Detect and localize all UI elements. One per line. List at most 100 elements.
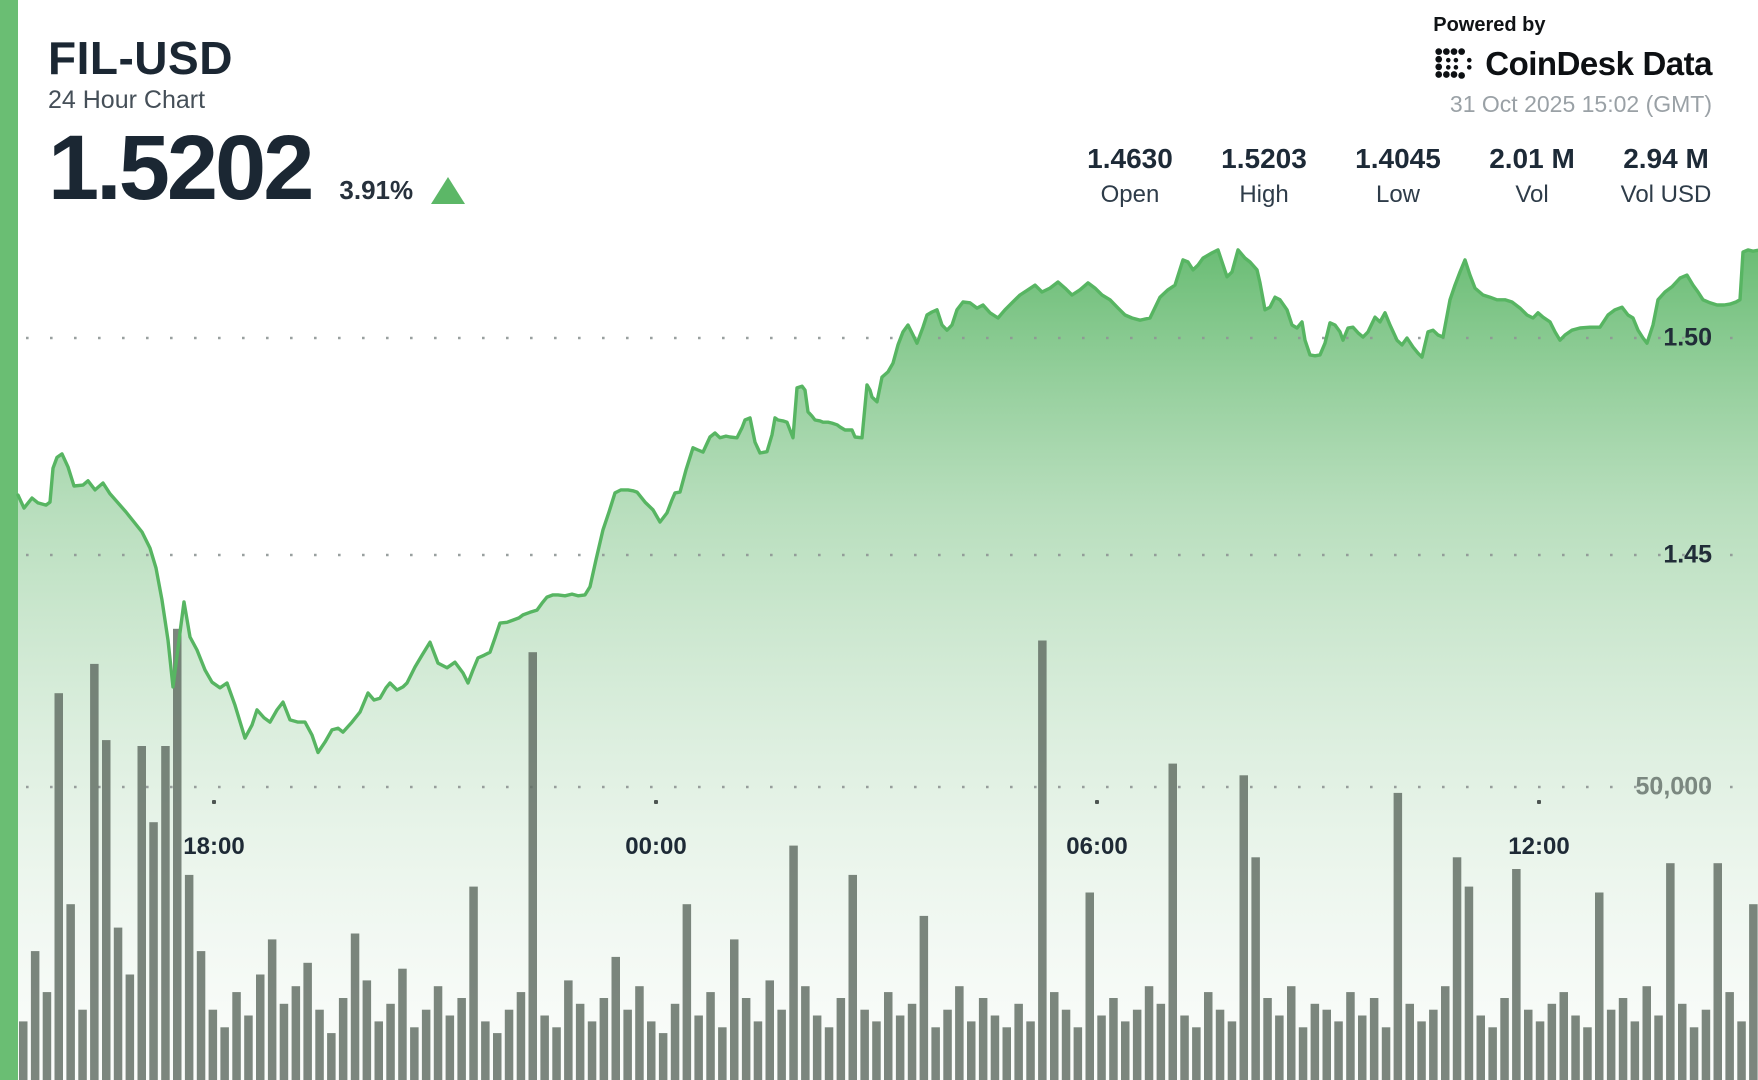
volume-bar <box>1606 1009 1616 1080</box>
volume-bar <box>1050 992 1059 1080</box>
volume-bar <box>196 951 206 1080</box>
volume-bar <box>1310 1003 1320 1080</box>
stat-low-value: 1.4045 <box>1355 143 1441 174</box>
volume-bar <box>718 1027 727 1080</box>
volume-bar <box>528 652 537 1080</box>
volume-bar <box>137 746 146 1080</box>
volume-bar <box>481 1021 490 1080</box>
volume-bar <box>410 1027 419 1080</box>
volume-bar <box>173 628 182 1080</box>
branding-block: Powered by CoinDesk Data 31 Oct 2025 15:0… <box>1433 14 1712 118</box>
volume-bar <box>457 998 466 1080</box>
volume-bar <box>1583 1027 1592 1080</box>
volume-bar <box>1263 998 1272 1080</box>
time-axis-label-18:00: 18:00 <box>183 833 245 860</box>
price-area-fill <box>18 249 1758 1080</box>
volume-bar <box>113 927 123 1080</box>
volume-bar <box>1417 1021 1426 1080</box>
volume-bar <box>350 933 360 1080</box>
stat-open-label: Open <box>1100 180 1160 208</box>
volume-bar <box>919 915 929 1080</box>
stat-vol-usd: 2.94 M Vol USD <box>1614 143 1718 209</box>
volume-bar <box>564 980 573 1080</box>
volume-bar <box>386 1003 395 1080</box>
volume-bar <box>777 1009 786 1080</box>
volume-bar <box>1405 1003 1414 1080</box>
volume-bar <box>1595 892 1604 1080</box>
volume-bar <box>895 1015 905 1080</box>
volume-bar <box>1156 1003 1166 1080</box>
volume-bars <box>19 628 1758 1080</box>
volume-bar <box>338 998 348 1080</box>
volume-bar <box>1535 1021 1545 1080</box>
volume-bar <box>611 956 620 1080</box>
volume-bar <box>362 980 372 1080</box>
volume-bar <box>1097 1015 1106 1080</box>
volume-bar <box>884 992 893 1080</box>
volume-bar <box>1737 1021 1746 1080</box>
volume-bar <box>1275 1015 1284 1080</box>
volume-bar <box>1464 886 1474 1080</box>
volume-bar <box>682 904 692 1080</box>
volume-bar <box>469 886 478 1080</box>
volume-bar <box>1204 992 1213 1080</box>
volume-bar <box>860 1009 869 1080</box>
coindesk-logo-icon <box>1435 48 1472 79</box>
stat-vol-usd-value: 2.94 M <box>1623 143 1709 174</box>
volume-bar <box>1168 763 1177 1080</box>
stat-high: 1.5203 High <box>1212 143 1316 209</box>
volume-bar <box>1524 1009 1533 1080</box>
stat-high-value: 1.5203 <box>1221 143 1307 174</box>
symbol-title: FIL-USD <box>48 32 233 84</box>
volume-bar <box>1061 1009 1071 1080</box>
volume-bar <box>1215 1009 1225 1080</box>
price-line <box>16 248 1758 755</box>
volume-bar <box>1429 1009 1438 1080</box>
time-tick <box>1095 800 1099 804</box>
volume-bar <box>1132 1009 1142 1080</box>
volume-bar <box>1369 998 1379 1080</box>
price-axis-label-1.45: 1.45 <box>1663 540 1712 569</box>
header: FIL-USD 24 Hour Chart 1.5202 3.91% <box>48 32 466 214</box>
volume-bar <box>291 986 301 1080</box>
volume-bar <box>398 968 407 1080</box>
stat-high-label: High <box>1239 180 1289 208</box>
volume-bar <box>1239 775 1248 1080</box>
volume-bar <box>1121 1021 1130 1080</box>
volume-bar <box>267 939 277 1080</box>
volume-bar <box>30 951 40 1080</box>
volume-bar <box>66 904 75 1080</box>
volume-bar <box>303 962 312 1080</box>
volume-bar <box>1144 986 1154 1080</box>
coindesk-data-logo[interactable]: CoinDesk Data <box>1433 45 1712 83</box>
volume-bar <box>1701 1009 1711 1080</box>
volume-bar <box>504 1009 514 1080</box>
volume-bar <box>706 992 715 1080</box>
volume-bar <box>575 1003 585 1080</box>
brand-name: CoinDesk Data <box>1485 45 1712 83</box>
time-tick <box>212 800 216 804</box>
volume-bar <box>1512 869 1521 1080</box>
volume-bar <box>765 980 774 1080</box>
volume-bar <box>433 986 443 1080</box>
volume-axis-label: 50,000 <box>1635 772 1712 801</box>
volume-bar <box>824 1027 834 1080</box>
volume-bar <box>1476 1015 1485 1080</box>
volume-bar <box>836 998 846 1080</box>
volume-bar <box>730 939 739 1080</box>
volume-bar <box>42 992 52 1080</box>
volume-bar <box>540 1015 549 1080</box>
volume-bar <box>149 822 158 1080</box>
volume-bar <box>1630 1021 1640 1080</box>
time-tick <box>654 800 658 804</box>
volume-bar <box>1346 992 1355 1080</box>
time-axis-label-00:00: 00:00 <box>625 833 687 860</box>
brand-name-coindesk: CoinDesk <box>1485 45 1634 82</box>
volume-bar <box>635 986 644 1080</box>
volume-bar <box>1180 1015 1189 1080</box>
volume-bar <box>848 874 857 1080</box>
volume-bar <box>493 1033 502 1080</box>
price-axis-label-1.50: 1.50 <box>1663 323 1712 352</box>
volume-bar <box>990 1015 1000 1080</box>
volume-bar <box>184 874 194 1080</box>
